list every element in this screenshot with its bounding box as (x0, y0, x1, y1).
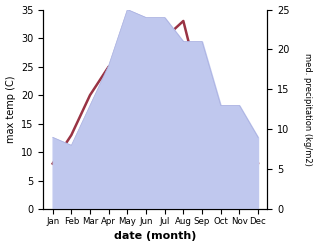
Y-axis label: max temp (C): max temp (C) (5, 76, 16, 143)
Y-axis label: med. precipitation (kg/m2): med. precipitation (kg/m2) (303, 53, 313, 166)
X-axis label: date (month): date (month) (114, 231, 197, 242)
